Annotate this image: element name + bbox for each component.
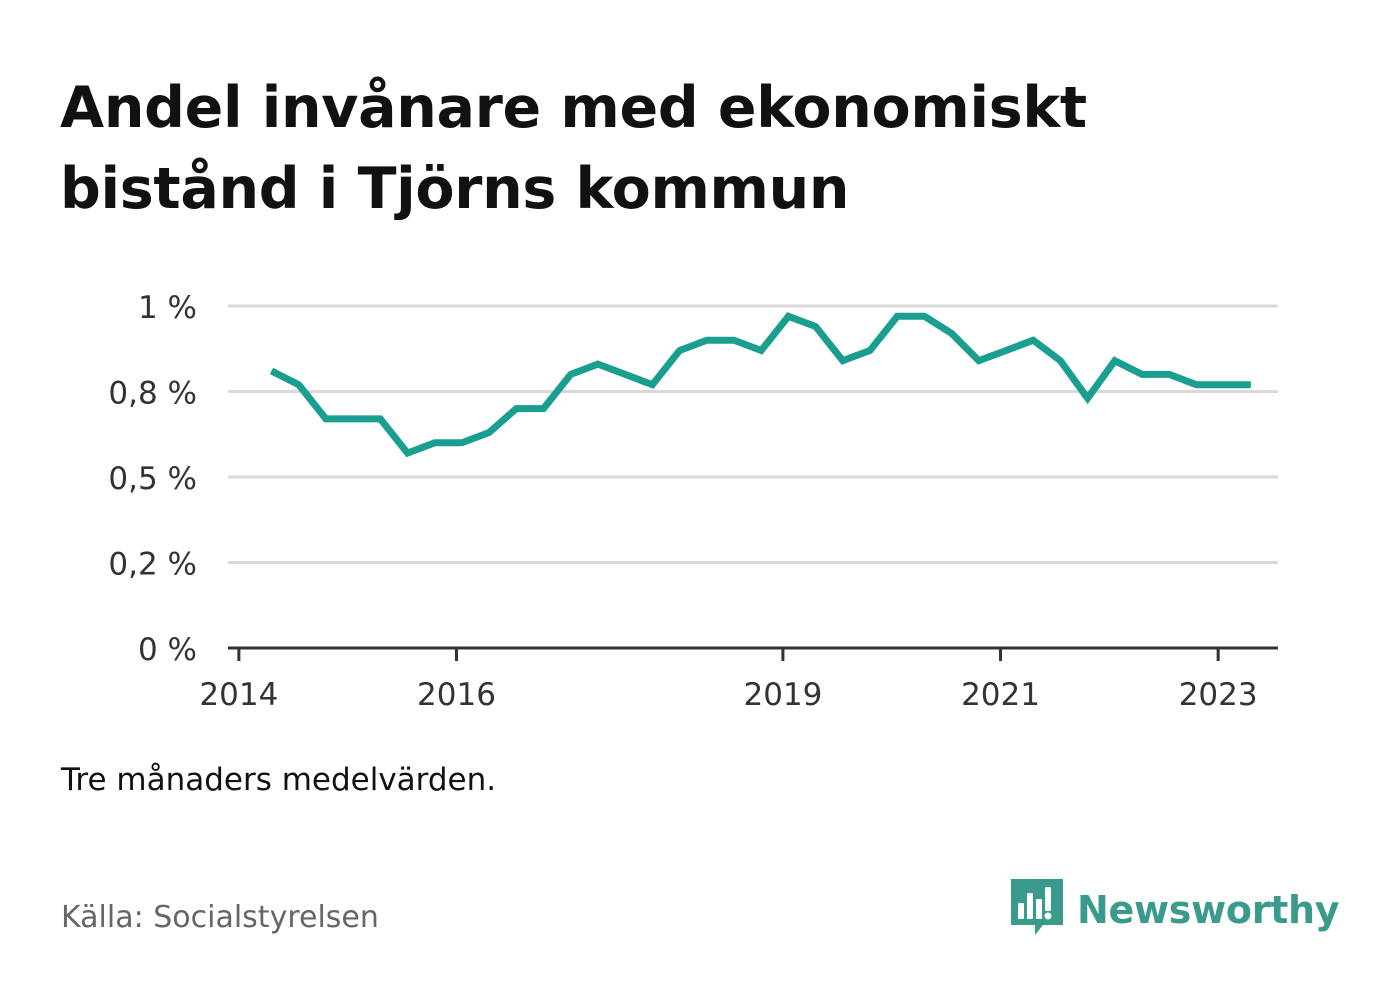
data-point [1141, 373, 1143, 375]
data-point [407, 452, 409, 454]
data-point [1195, 384, 1197, 386]
data-point [1223, 384, 1225, 386]
grid-lines [228, 304, 1278, 564]
data-point [570, 373, 572, 375]
data-point [706, 339, 708, 341]
data-point [760, 349, 762, 351]
chart-title: Andel invånare med ekonomiskt bistånd i … [60, 75, 1087, 222]
data-point [624, 373, 626, 375]
x-tick-label: 2021 [961, 677, 1040, 713]
brand-logo: Newsworthy [1011, 878, 1340, 942]
data-point [461, 442, 463, 444]
y-tick-label: 1 % [138, 290, 197, 326]
chart-note: Tre månaders medelvärden. [61, 762, 497, 798]
data-point [842, 360, 844, 362]
series-layer [269, 312, 1252, 458]
series-line [269, 312, 1251, 458]
x-tick-label: 2023 [1179, 677, 1258, 713]
data-point [352, 418, 354, 420]
x-tick-label: 2019 [743, 677, 822, 713]
data-point [651, 384, 653, 386]
data-point [1087, 397, 1089, 399]
y-tick-label: 0,2 % [108, 547, 197, 583]
data-point [597, 363, 599, 365]
data-point [271, 370, 273, 372]
data-point [1059, 360, 1061, 362]
data-point [434, 442, 436, 444]
brand-name: Newsworthy [1077, 888, 1340, 932]
y-axis-ticks: 0 % 0,2 % 0,5 % 0,8 % 1 % [108, 290, 197, 668]
data-point [679, 349, 681, 351]
data-point [1032, 339, 1034, 341]
y-tick-label: 0,5 % [108, 461, 197, 497]
data-point [1168, 373, 1170, 375]
data-point [515, 408, 517, 410]
data-point [978, 360, 980, 362]
data-point [815, 326, 817, 328]
newsworthy-icon [1011, 879, 1063, 935]
source-credit: Källa: Socialstyrelsen [61, 900, 379, 935]
data-point [543, 408, 545, 410]
data-point [923, 315, 925, 317]
data-point [325, 418, 327, 420]
y-tick-label: 0 % [138, 632, 197, 668]
data-point [733, 339, 735, 341]
x-axis-ticks: 2014 2016 2019 2021 2023 [199, 648, 1258, 713]
line-chart: 0 %0,2 %0,5 %0,8 %1 % 2014 2016 2019 2021 20… [108, 290, 1278, 713]
data-point [1005, 349, 1007, 351]
data-point [951, 332, 953, 334]
x-tick-label: 2014 [199, 677, 278, 713]
data-point [787, 315, 789, 317]
data-point [869, 349, 871, 351]
data-point [1114, 360, 1116, 362]
y-tick-label: 0,8 % [108, 376, 197, 412]
data-point [1250, 384, 1252, 386]
data-point [488, 432, 490, 434]
data-point [896, 315, 898, 317]
data-point [379, 418, 381, 420]
x-tick-label: 2016 [417, 677, 496, 713]
data-point [298, 384, 300, 386]
